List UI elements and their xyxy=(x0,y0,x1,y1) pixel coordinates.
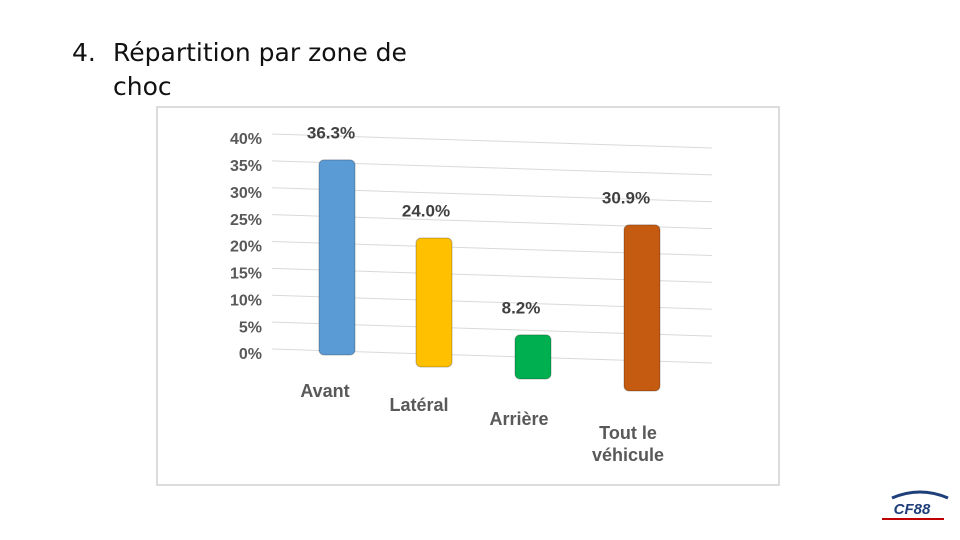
bar xyxy=(415,237,453,368)
grid-line xyxy=(271,133,713,149)
value-label: 36.3% xyxy=(307,123,355,142)
y-tick-label: 35% xyxy=(230,158,262,175)
y-tick-label: 40% xyxy=(230,131,262,148)
y-tick-label: 30% xyxy=(230,185,262,202)
logo: CF88 xyxy=(882,490,949,520)
x-tick-label: Tout le véhicule xyxy=(591,423,665,465)
bar xyxy=(514,334,552,380)
y-tick-label: 20% xyxy=(230,239,262,256)
slide-title: Répartition par zone de choc xyxy=(113,38,407,101)
x-tick-label: Latéral xyxy=(389,395,449,415)
bar xyxy=(623,224,661,392)
value-label: 24.0% xyxy=(402,201,450,220)
value-label: 30.9% xyxy=(602,188,650,207)
x-tick-label: Arrière xyxy=(489,409,549,429)
value-label: 8.2% xyxy=(502,298,541,317)
y-tick-label: 25% xyxy=(230,212,262,229)
y-tick-label: 15% xyxy=(230,266,262,283)
logo-text: CF88 xyxy=(894,501,931,518)
chart-frame xyxy=(156,106,780,486)
bar xyxy=(318,159,356,356)
y-tick-label: 0% xyxy=(239,346,262,363)
x-tick-label: Avant xyxy=(300,381,350,401)
y-tick-label: 5% xyxy=(239,319,262,336)
slide-number: 4. xyxy=(72,38,96,67)
y-tick-label: 10% xyxy=(230,292,262,309)
